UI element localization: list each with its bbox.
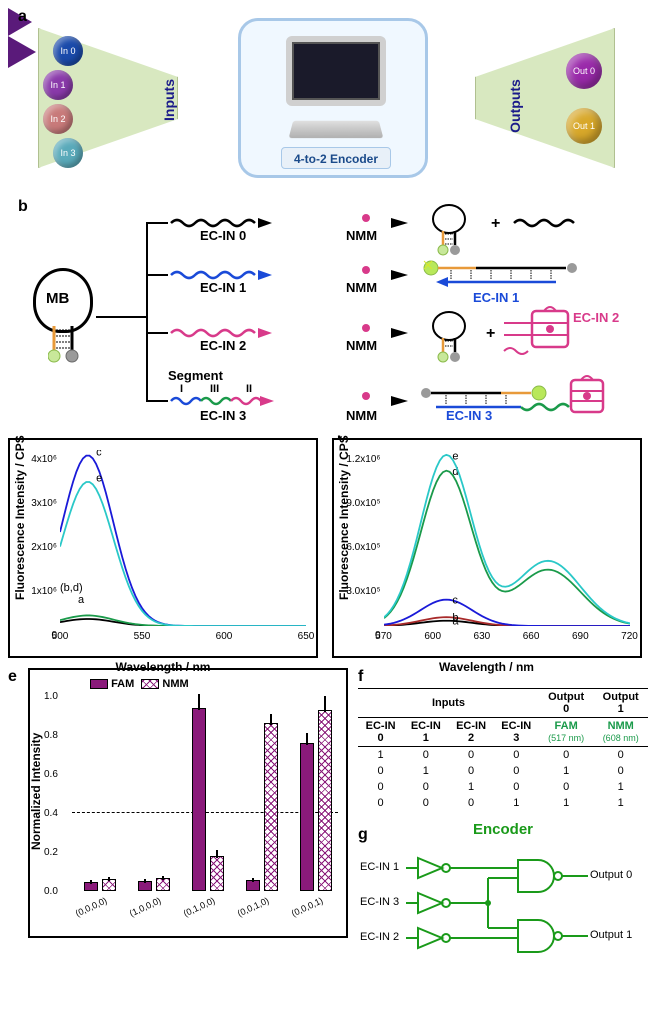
panel-f-label: f xyxy=(358,668,363,686)
svg-text:+: + xyxy=(486,325,495,342)
input-ball: In 1 xyxy=(43,70,73,100)
branch-stem xyxy=(96,316,146,318)
seg-i: I xyxy=(180,383,183,395)
chart-e: FAM NMM Normalized Intensity (0,0,0,0)(1… xyxy=(28,668,348,938)
seg-ii: II xyxy=(246,383,252,395)
panel-d-wrap: d Fluorescence Intensity / CPS abcde03.0… xyxy=(332,438,646,658)
g-out1: Output 1 xyxy=(590,929,632,941)
chart-d: Fluorescence Intensity / CPS abcde03.0x1… xyxy=(332,438,642,658)
input-ball: In 0 xyxy=(53,36,83,66)
nmm1-label: NMM xyxy=(346,280,377,295)
legend-e: FAM NMM xyxy=(90,678,189,690)
segment-title: Segment xyxy=(168,368,223,383)
ecin1-label: EC-IN 1 xyxy=(200,280,246,295)
mb-label: MB xyxy=(46,290,69,307)
ecin0-label: EC-IN 0 xyxy=(200,228,246,243)
keyboard-icon xyxy=(289,121,384,138)
ecin2-prod-label: EC-IN 2 xyxy=(573,310,619,325)
encoder-label: 4-to-2 Encoder xyxy=(281,147,391,169)
panel-e-label: e xyxy=(8,668,17,686)
ecin2-label: EC-IN 2 xyxy=(200,338,246,353)
panel-a-label: a xyxy=(18,8,27,26)
g-in3: EC-IN 3 xyxy=(360,896,399,908)
svg-text:c: c xyxy=(96,450,102,458)
e-ylabel: Normalized Intensity xyxy=(29,733,43,850)
chart-c: Fluorescence Intensity / CPS a(b,d)ce01x… xyxy=(8,438,318,658)
legend-fam: FAM xyxy=(111,678,134,690)
panel-e: e FAM NMM Normalized Intensity (0,0,0,0)… xyxy=(8,668,348,968)
g-in1: EC-IN 1 xyxy=(360,861,399,873)
output-ball: Out 1 xyxy=(566,108,602,144)
svg-text:e: e xyxy=(452,450,458,462)
svg-text:b: b xyxy=(452,612,458,624)
panel-a: a Inputs In 0 In 1 In 2 In 3 4-to-2 Encoder… xyxy=(8,8,645,188)
svg-text:c: c xyxy=(452,595,458,607)
input-ball: In 3 xyxy=(53,138,83,168)
g-in2: EC-IN 2 xyxy=(360,931,399,943)
g-out0: Output 0 xyxy=(590,869,632,881)
legend-nmm: NMM xyxy=(162,678,188,690)
encoder-title: Encoder xyxy=(358,821,648,838)
encoder-box: 4-to-2 Encoder xyxy=(238,18,428,178)
row-efg: e FAM NMM Normalized Intensity (0,0,0,0)… xyxy=(8,668,645,968)
panel-g: Encoder xyxy=(358,821,648,961)
input-ball: In 2 xyxy=(43,104,73,134)
svg-text:e: e xyxy=(96,473,102,485)
panel-b-label: b xyxy=(18,198,28,216)
nmm0-label: NMM xyxy=(346,228,377,243)
nmm2-label: NMM xyxy=(346,338,377,353)
panel-c-wrap: c Fluorescence Intensity / CPS a(b,d)ce0… xyxy=(8,438,322,658)
figure-root: a Inputs In 0 In 1 In 2 In 3 4-to-2 Encoder… xyxy=(0,0,653,976)
inputs-label: Inputs xyxy=(161,79,177,121)
nmm3-label: NMM xyxy=(346,408,377,423)
mb-stem-icon xyxy=(48,326,80,364)
svg-text:(b,d): (b,d) xyxy=(60,582,83,594)
output-ball: Out 0 xyxy=(566,53,602,89)
ecin1-prod-label: EC-IN 1 xyxy=(473,290,519,305)
ecin3-label: EC-IN 3 xyxy=(200,408,246,423)
ecin3-prod-label: EC-IN 3 xyxy=(446,408,492,423)
row-cd: c Fluorescence Intensity / CPS a(b,d)ce0… xyxy=(8,438,645,658)
svg-text:+: + xyxy=(491,215,500,232)
monitor-icon xyxy=(286,36,386,106)
outputs-label: Outputs xyxy=(507,79,523,133)
seg-iii: III xyxy=(210,383,219,395)
svg-text:a: a xyxy=(78,594,85,606)
panel-fg: f InputsOutput 0Output 1EC-IN 0EC-IN 1EC… xyxy=(358,668,648,968)
truth-table: InputsOutput 0Output 1EC-IN 0EC-IN 1EC-I… xyxy=(358,688,648,811)
panel-b: b MB xyxy=(8,198,645,428)
